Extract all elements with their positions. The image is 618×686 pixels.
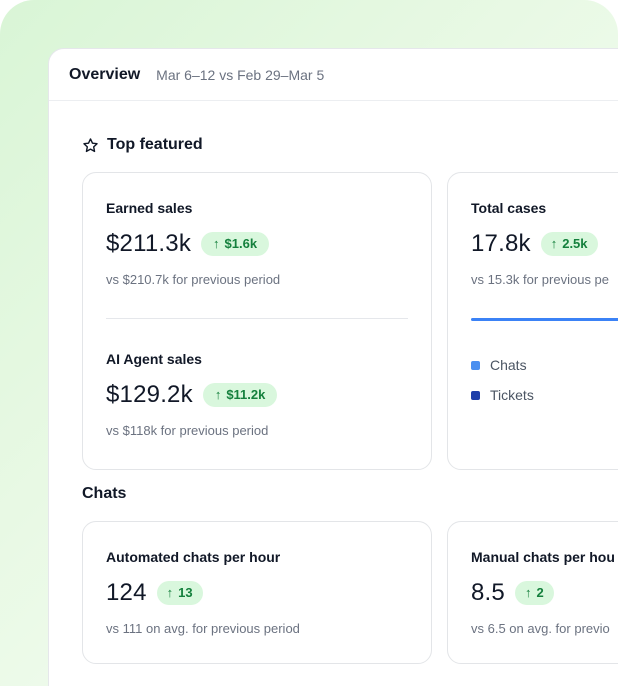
legend-label-chats: Chats — [490, 357, 527, 373]
manual-chats-title: Manual chats per hou — [471, 549, 615, 565]
earned-sales-value: $211.3k — [106, 230, 192, 257]
top-featured-heading: Top featured — [82, 136, 203, 154]
arrow-up-icon: ↑ — [550, 236, 558, 251]
legend-item-tickets: Tickets — [471, 387, 534, 403]
automated-chats-comparison: vs 111 on avg. for previous period — [106, 621, 300, 636]
total-cases-delta: 2.5k — [562, 236, 588, 251]
manual-chats-card[interactable]: Manual chats per hou 8.5 ↑ 2 vs 6.5 on a… — [447, 521, 618, 664]
automated-chats-delta-badge: ↑ 13 — [156, 581, 203, 605]
earned-sales-delta-badge: ↑ $1.6k — [201, 232, 270, 256]
manual-chats-comparison: vs 6.5 on avg. for previo — [471, 621, 610, 636]
total-cases-card[interactable]: Total cases 17.8k ↑ 2.5k vs 15.3k for pr… — [447, 172, 618, 470]
ai-agent-sales-delta: $11.2k — [226, 387, 266, 402]
arrow-up-icon: ↑ — [214, 387, 222, 402]
earned-sales-comparison: vs $210.7k for previous period — [106, 272, 281, 287]
card-divider — [106, 318, 408, 319]
tickets-swatch — [471, 390, 480, 400]
ai-agent-sales-comparison: vs $118k for previous period — [106, 423, 269, 438]
ai-agent-sales-value-row: $129.2k ↑ $11.2k — [106, 381, 278, 409]
automated-chats-value-row: 124 ↑ 13 — [106, 579, 203, 607]
page-title: Overview — [69, 65, 141, 83]
automated-chats-delta: 13 — [178, 585, 193, 600]
date-range[interactable]: Mar 6–12 vs Feb 29–Mar 5 — [156, 66, 325, 83]
chats-label: Chats — [82, 485, 127, 502]
total-cases-comparison: vs 15.3k for previous pe — [471, 272, 610, 287]
arrow-up-icon: ↑ — [524, 585, 532, 600]
ai-agent-sales-delta-badge: ↑ $11.2k — [202, 383, 278, 407]
manual-chats-value-row: 8.5 ↑ 2 — [471, 579, 554, 607]
sales-card[interactable]: Earned sales $211.3k ↑ $1.6k vs $210.7k … — [82, 172, 432, 470]
manual-chats-delta-badge: ↑ 2 — [514, 581, 554, 605]
header-bar: Overview Mar 6–12 vs Feb 29–Mar 5 — [49, 49, 618, 101]
ai-agent-sales-title: AI Agent sales — [106, 351, 202, 367]
chats-swatch — [471, 360, 480, 370]
arrow-up-icon: ↑ — [213, 236, 220, 251]
legend-label-tickets: Tickets — [490, 387, 534, 403]
chats-heading: Chats — [82, 485, 126, 503]
earned-sales-value-row: $211.3k ↑ $1.6k — [106, 230, 270, 258]
automated-chats-title: Automated chats per hour — [106, 549, 281, 565]
top-featured-label: Top featured — [107, 136, 203, 153]
total-cases-value: 17.8k — [471, 230, 531, 257]
cases-progress-bar — [471, 318, 618, 321]
automated-chats-card[interactable]: Automated chats per hour 124 ↑ 13 vs 111… — [82, 521, 432, 664]
total-cases-title: Total cases — [471, 200, 547, 216]
ai-agent-sales-value: $129.2k — [106, 381, 193, 408]
automated-chats-value: 124 — [106, 579, 147, 606]
total-cases-delta-badge: ↑ 2.5k — [540, 232, 598, 256]
earned-sales-title: Earned sales — [106, 200, 193, 216]
manual-chats-value: 8.5 — [471, 579, 505, 606]
total-cases-value-row: 17.8k ↑ 2.5k — [471, 230, 598, 258]
legend-item-chats: Chats — [471, 357, 527, 373]
earned-sales-delta: $1.6k — [224, 236, 258, 251]
arrow-up-icon: ↑ — [166, 585, 174, 600]
star-icon — [83, 137, 98, 152]
manual-chats-delta: 2 — [536, 585, 544, 600]
overview-panel: Overview Mar 6–12 vs Feb 29–Mar 5 Top fe… — [48, 48, 618, 686]
